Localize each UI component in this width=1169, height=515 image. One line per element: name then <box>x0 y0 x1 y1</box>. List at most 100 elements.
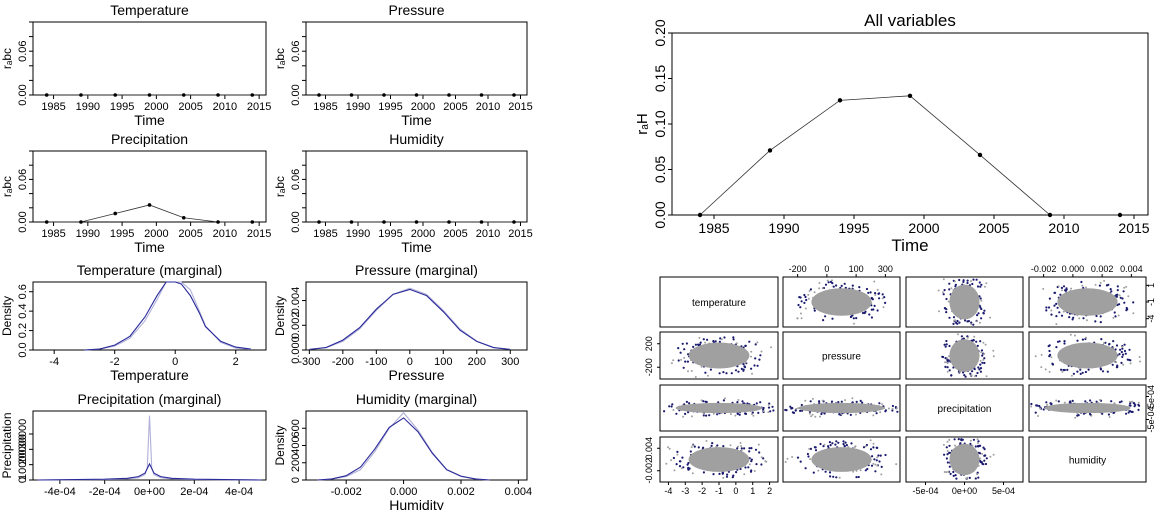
pairs-point <box>970 323 973 326</box>
pairs-point <box>769 410 772 413</box>
x-tick-label: 1990 <box>346 101 370 113</box>
pairs-point <box>942 293 945 296</box>
pairs-point <box>1122 290 1125 293</box>
pairs-point <box>801 409 804 412</box>
pairs-point <box>872 446 875 449</box>
pairs-point <box>804 307 807 310</box>
pairs-point <box>992 453 995 456</box>
pairs-point <box>814 415 817 418</box>
y-tick-label: 0.15 <box>652 65 668 92</box>
pairs-point <box>751 372 753 375</box>
pairs-point <box>809 458 812 461</box>
pairs-point <box>983 459 986 462</box>
pairs-point <box>870 464 874 467</box>
data-point <box>414 93 419 97</box>
pairs-panel <box>659 384 779 432</box>
pairs-point <box>868 313 871 316</box>
x-tick-label: 2010 <box>476 101 500 113</box>
pairs-point <box>1128 409 1131 413</box>
pairs-point <box>1113 311 1116 314</box>
pairs-point <box>1118 294 1121 297</box>
pairs-point <box>1116 289 1119 292</box>
pairs-point <box>862 446 866 449</box>
pairs-point <box>838 413 841 416</box>
pairs-point <box>946 366 949 369</box>
pairs-point <box>670 405 673 408</box>
y-tick-label: 0.05 <box>652 156 668 183</box>
pairs-point <box>1133 402 1136 405</box>
pairs-point <box>809 400 812 403</box>
pairs-point <box>811 397 814 400</box>
pairs-point <box>1078 317 1081 320</box>
pairs-point <box>687 353 690 356</box>
y-axis-label: rₐbc <box>273 176 287 197</box>
pairs-point <box>799 306 802 309</box>
chart-title: Pressure <box>388 2 444 18</box>
pairs-point <box>722 371 725 374</box>
pairs-point <box>708 414 711 417</box>
pairs-point <box>1042 287 1045 290</box>
pairs-point <box>983 309 986 312</box>
pairs-point <box>1094 320 1097 323</box>
pairs-point <box>881 293 884 296</box>
pairs-tick-label: 0.004 <box>644 437 654 460</box>
pairs-point <box>944 361 947 364</box>
pairs-point <box>952 316 956 319</box>
pairs-point <box>1057 400 1060 403</box>
pairs-point <box>941 291 944 294</box>
pairs-point <box>960 335 964 338</box>
pairs-point <box>797 303 800 307</box>
pairs-point <box>678 465 682 468</box>
pairs-point <box>791 411 795 414</box>
pairs-point <box>686 360 690 363</box>
density-line-0 <box>84 281 251 351</box>
pairs-point <box>811 413 814 416</box>
pairs-point <box>979 363 982 366</box>
pairs-point <box>1048 349 1051 353</box>
pairs-point <box>699 341 702 344</box>
x-tick-label: 2000 <box>908 220 939 236</box>
pairs-point <box>875 412 878 415</box>
pairs-point <box>955 321 958 324</box>
pairs-point <box>973 368 976 371</box>
pairs-point <box>1126 308 1129 311</box>
pairs-point <box>985 375 988 378</box>
pairs-point <box>980 299 983 302</box>
pairs-point <box>824 283 828 286</box>
pairs-point <box>677 359 680 362</box>
pairs-point <box>742 369 745 372</box>
pairs-point-cloud <box>798 402 885 414</box>
pairs-point <box>964 375 967 378</box>
pairs-point <box>834 443 837 446</box>
pairs-point <box>706 374 709 377</box>
x-axis-label: Time <box>401 112 432 128</box>
pairs-point <box>1131 410 1134 413</box>
pairs-point <box>690 415 693 418</box>
y-axis-label: Density <box>273 296 287 336</box>
pairs-point <box>874 463 877 466</box>
pairs-point <box>835 440 838 443</box>
pairs-point <box>1123 286 1126 289</box>
density-line-0 <box>37 415 262 481</box>
y-tick-label: 0.06 <box>290 40 302 61</box>
pairs-point <box>1065 287 1068 290</box>
pairs-point <box>708 342 711 345</box>
pairs-point <box>1068 401 1071 404</box>
pairs-point <box>1061 289 1064 292</box>
pairs-point <box>702 338 705 341</box>
x-tick-label: 2010 <box>1048 220 1079 236</box>
pairs-point <box>813 291 816 294</box>
x-tick-label: -2e-04 <box>89 486 121 498</box>
pairs-point <box>852 470 855 473</box>
pairs-point <box>891 407 894 410</box>
pairs-point <box>770 346 773 349</box>
pairs-point <box>1085 336 1087 339</box>
pairs-point <box>869 448 873 451</box>
pairs-point <box>947 300 950 303</box>
pairs-point <box>975 340 978 343</box>
pairs-point <box>750 350 753 353</box>
pairs-point <box>809 288 813 291</box>
pairs-tick-label: 2 <box>767 486 772 496</box>
pairs-point <box>983 357 986 360</box>
pairs-point <box>810 415 813 418</box>
